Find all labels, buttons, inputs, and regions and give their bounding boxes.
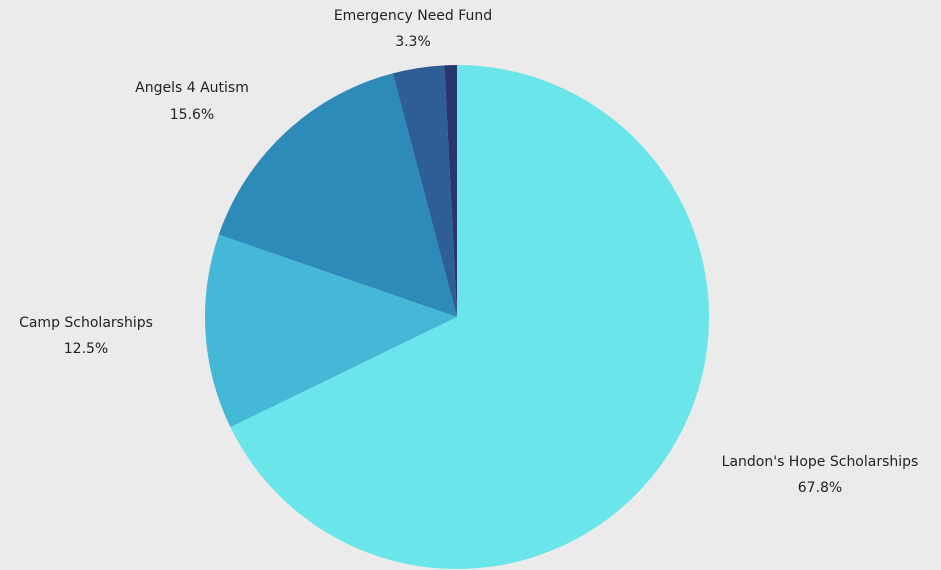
pie-labels: Landon's Hope Scholarships 67.8% Camp Sc… (19, 8, 918, 496)
pie-slice-emergency-need-fund (392, 65, 457, 317)
label-angels-4-autism-value: 15.6% (170, 107, 214, 123)
label-emergency-need-fund-name: Emergency Need Fund (334, 8, 492, 24)
label-camp-scholarships-name: Camp Scholarships (19, 315, 153, 331)
label-landons-hope-value: 67.8% (798, 480, 842, 496)
label-landons-hope-name: Landon's Hope Scholarships (722, 454, 919, 470)
pie-slice-camp-scholarships (204, 234, 457, 428)
label-angels-4-autism-name: Angels 4 Autism (135, 80, 249, 96)
pie-slice-unlabeled-4 (444, 65, 457, 317)
label-emergency-need-fund-value: 3.3% (395, 34, 431, 50)
label-camp-scholarships-value: 12.5% (64, 341, 108, 357)
pie-slice-angels-4-autism (218, 73, 457, 317)
pie-slice-landon-s-hope-scholarships (230, 65, 710, 569)
pie-slices (204, 65, 710, 569)
